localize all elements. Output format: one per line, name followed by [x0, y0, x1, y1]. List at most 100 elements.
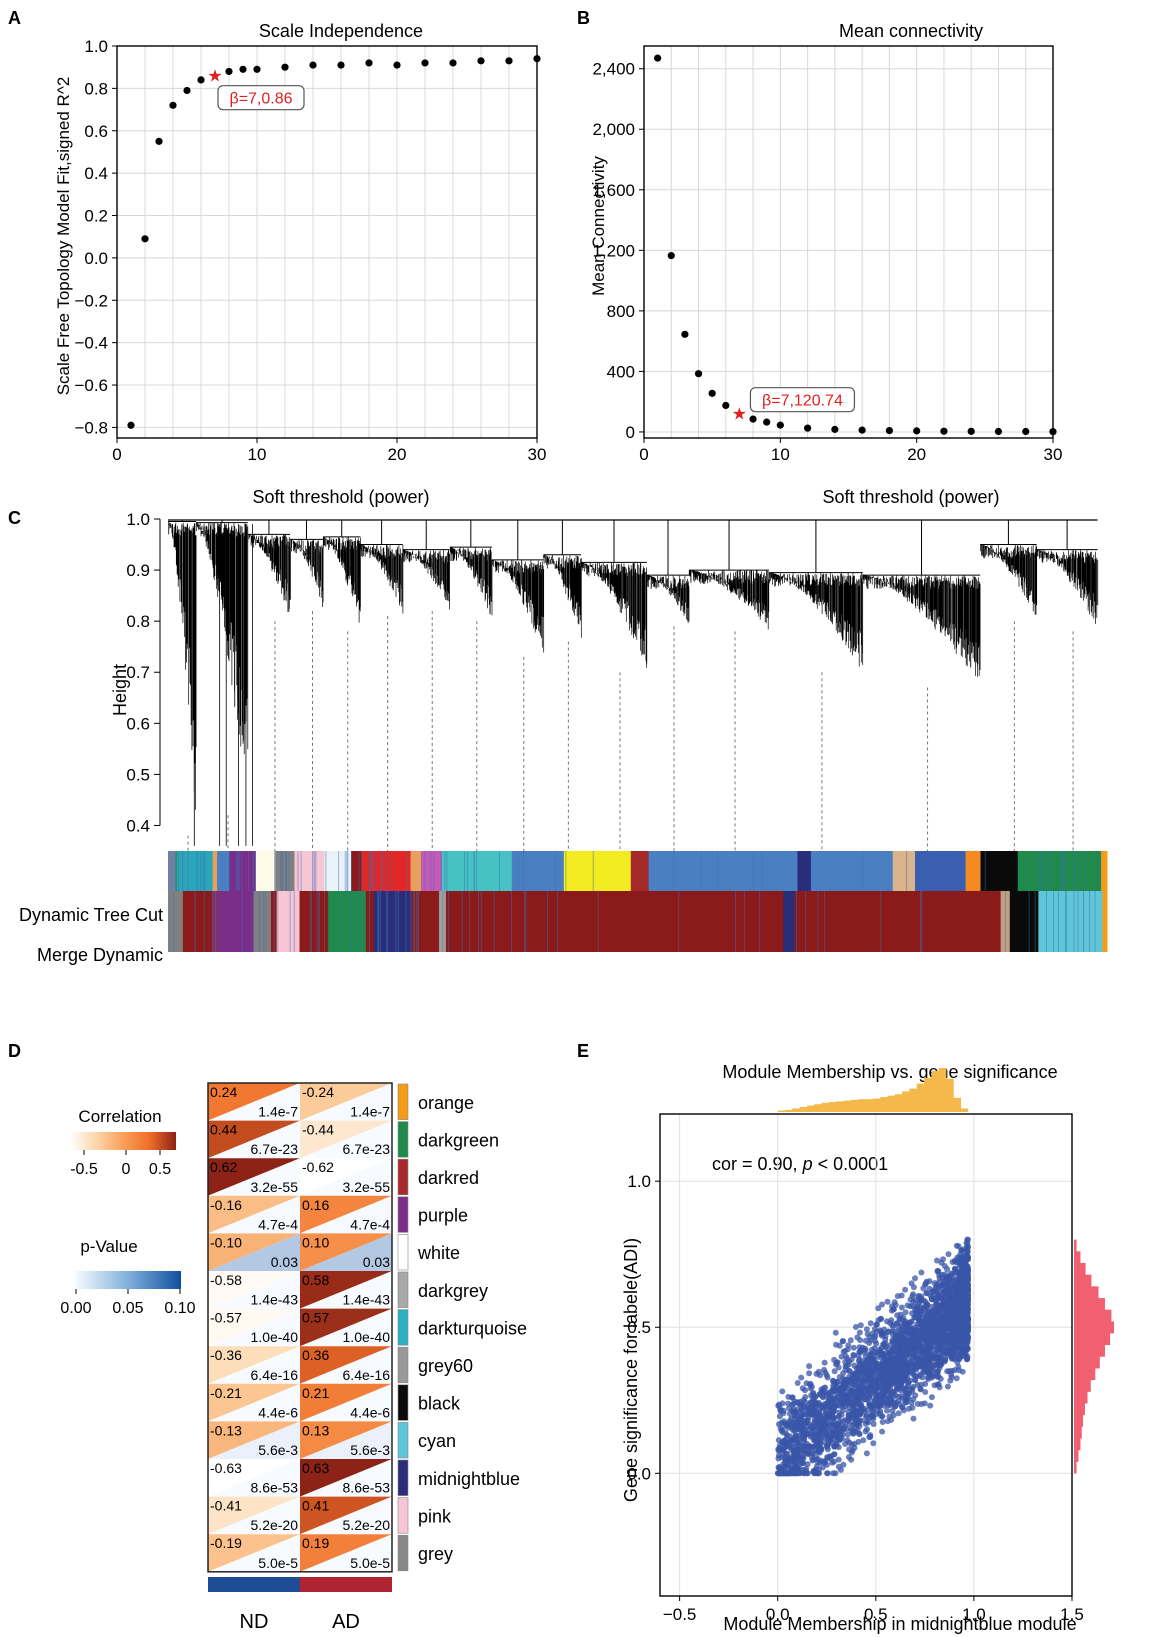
- dendrogram-branches: [168, 521, 197, 810]
- y-tick-label: 0.0: [84, 249, 108, 268]
- data-point: [964, 1236, 971, 1243]
- data-point: [169, 101, 177, 109]
- data-point: [835, 1413, 842, 1420]
- data-point: [955, 1367, 962, 1374]
- data-point: [954, 1326, 961, 1333]
- data-point: [918, 1381, 925, 1388]
- module-color-chip: [397, 1196, 409, 1233]
- data-point: [842, 1423, 849, 1430]
- correlation-legend-tick: 0.5: [149, 1161, 171, 1178]
- data-point: [944, 1266, 951, 1272]
- data-point: [804, 424, 812, 432]
- dynamic-tree-cut-segment: [810, 851, 894, 891]
- data-point: [925, 1308, 932, 1315]
- data-point: [873, 1402, 880, 1409]
- panel-letter-b: B: [577, 8, 590, 28]
- data-point: [844, 1382, 850, 1389]
- data-point: [880, 1340, 887, 1347]
- data-point: [421, 59, 429, 67]
- data-point: [881, 1352, 888, 1359]
- data-point: [867, 1414, 874, 1421]
- correlation-triangle: [208, 1421, 300, 1459]
- x-histogram-bar: [814, 1104, 822, 1112]
- data-point: [863, 1450, 870, 1457]
- y-histogram-bar: [1074, 1356, 1100, 1369]
- data-point: [910, 1284, 917, 1291]
- pvalue-triangle: [300, 1158, 392, 1196]
- module-color-chip: [397, 1422, 409, 1459]
- panel-letter-e: E: [577, 1041, 589, 1061]
- merge-dynamic-segment: [794, 891, 1002, 952]
- data-point: [821, 1459, 828, 1466]
- pvalue-value: 6.4e-16: [343, 1367, 391, 1383]
- dendrogram-branches: [360, 544, 404, 614]
- data-point: [918, 1401, 925, 1407]
- data-point: [239, 65, 247, 73]
- data-point: [894, 1320, 901, 1327]
- data-point: [799, 1385, 806, 1392]
- y-histogram-bar: [1074, 1403, 1085, 1416]
- plot-frame: [643, 45, 1054, 439]
- data-point: [964, 1319, 971, 1326]
- data-point: [927, 1356, 934, 1363]
- pvalue-colorbar: [75, 1271, 181, 1289]
- data-point: [935, 1337, 942, 1344]
- y-tick-label: 1,600: [592, 181, 635, 200]
- data-point: [806, 1363, 813, 1370]
- pvalue-value: 5.6e-3: [258, 1442, 298, 1458]
- data-point: [790, 1445, 797, 1452]
- data-point: [813, 1370, 820, 1377]
- x-histogram-bar: [843, 1100, 852, 1112]
- y-tick-label: 2,400: [592, 60, 635, 79]
- data-point: [953, 1311, 960, 1318]
- data-point: [802, 1467, 809, 1474]
- panel-letter-d: D: [8, 1041, 21, 1061]
- data-point: [792, 1453, 799, 1460]
- data-point: [934, 1354, 940, 1361]
- pvalue-legend-title: p-Value: [80, 1237, 137, 1256]
- module-color-chip: [397, 1459, 409, 1496]
- data-point: [843, 1353, 849, 1360]
- pvalue-triangle: [300, 1308, 392, 1347]
- merge-dynamic-segment: [212, 891, 220, 952]
- data-point: [831, 425, 839, 433]
- data-point: [875, 1305, 882, 1312]
- x-histogram-bar: [946, 1078, 954, 1112]
- dynamic-tree-cut-segment: [563, 851, 632, 891]
- data-point: [926, 1365, 933, 1372]
- x-tick-label: 0.5: [864, 1605, 888, 1624]
- pvalue-legend-tick: 0.05: [112, 1300, 143, 1317]
- correlation-value: 0.10: [302, 1234, 329, 1250]
- data-point: [941, 1294, 948, 1301]
- correlation-triangle: [300, 1496, 392, 1535]
- panel-letter-c: C: [8, 508, 21, 528]
- pvalue-triangle: [208, 1421, 300, 1459]
- data-point: [912, 1337, 919, 1344]
- pvalue-triangle: [208, 1195, 300, 1234]
- data-point: [942, 1357, 949, 1364]
- correlation-triangle: [208, 1120, 300, 1159]
- merge-dynamic-segment: [168, 891, 184, 952]
- data-point: [945, 1251, 952, 1258]
- data-point: [806, 1370, 813, 1377]
- module-label: darkred: [418, 1168, 479, 1188]
- dynamic-tree-cut-segment: [892, 851, 916, 891]
- correlation-value: -0.19: [210, 1535, 242, 1551]
- correlation-triangle: [208, 1496, 300, 1535]
- dynamic-tree-cut-segment: [420, 851, 443, 891]
- data-point: [799, 1454, 806, 1461]
- y-tick-label: 0.6: [126, 714, 150, 733]
- data-point: [894, 1312, 901, 1319]
- data-point: [944, 1383, 951, 1390]
- data-point: [891, 1354, 898, 1361]
- correlation-triangle: [300, 1421, 392, 1459]
- correlation-legend-tick: 0: [122, 1161, 131, 1178]
- pvalue-triangle: [208, 1346, 300, 1384]
- correlation-value: -0.10: [210, 1234, 242, 1250]
- pvalue-value: 5.2e-20: [251, 1517, 299, 1533]
- data-point: [821, 1359, 828, 1366]
- x-histogram-bar: [924, 1077, 932, 1112]
- data-point: [901, 1360, 908, 1366]
- data-point: [866, 1389, 873, 1395]
- data-point: [865, 1356, 872, 1363]
